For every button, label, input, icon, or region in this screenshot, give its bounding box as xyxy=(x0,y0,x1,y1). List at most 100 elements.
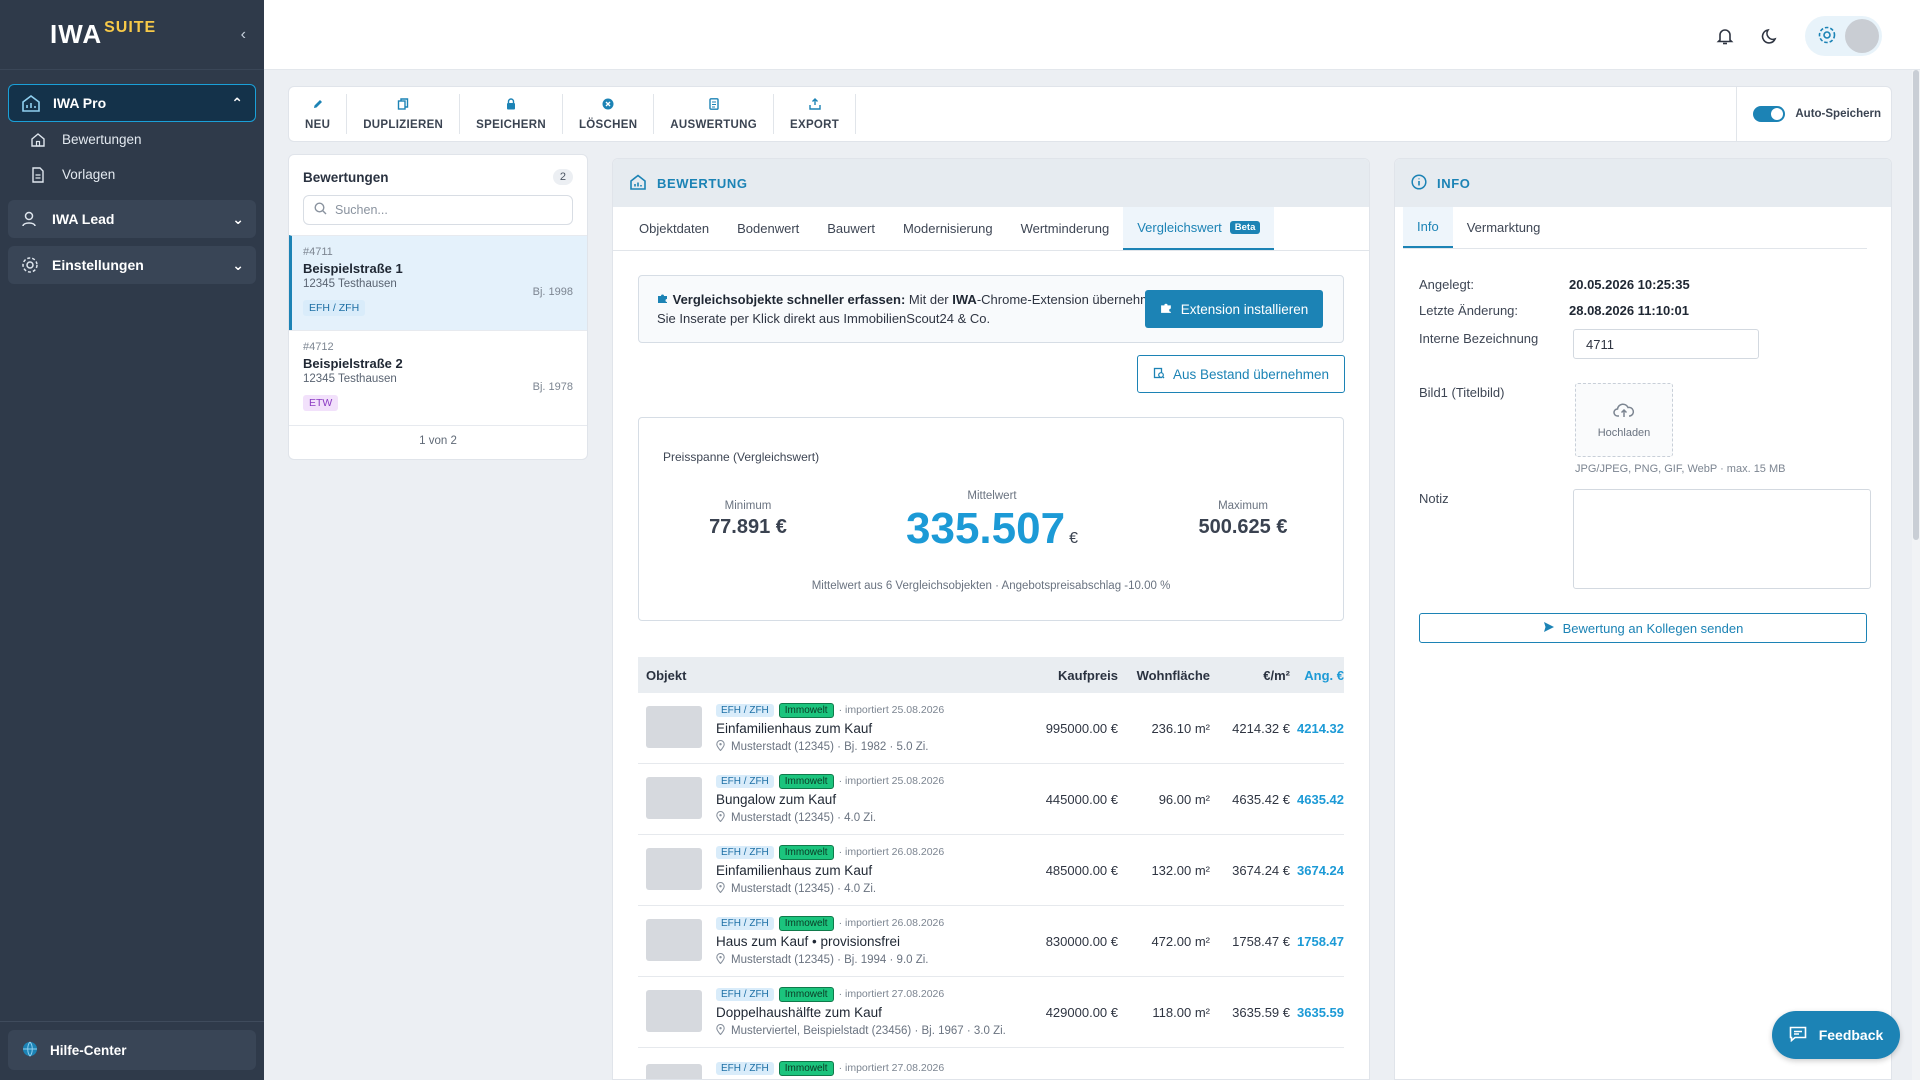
internal-name-label: Interne Bezeichnung xyxy=(1419,331,1539,346)
info-icon xyxy=(1411,173,1427,193)
app-logo[interactable]: IWA SUITE xyxy=(50,19,157,49)
source-tag: Immowelt xyxy=(778,844,834,860)
object-cell: EFH / ZFH Immowelt · importiert 25.08.2026… xyxy=(638,702,1018,754)
upload-hint: JPG/JPEG, PNG, GIF, WebP · max. 15 MB xyxy=(1575,463,1786,475)
type-tag: EFH / ZFH xyxy=(716,987,774,1001)
home-icon xyxy=(28,130,48,150)
object-meta: EFH / ZFH Immowelt · importiert 27.08.2026 xyxy=(716,986,1006,1002)
page-scrollbar[interactable] xyxy=(1912,70,1920,1080)
map-pin-icon xyxy=(716,952,725,967)
map-pin-icon xyxy=(716,881,725,896)
price-per-sqm-cell: 3674.24 € xyxy=(1232,862,1290,878)
adjusted-value-cell: 4214.32 xyxy=(1297,720,1344,736)
delete-button[interactable]: LÖSCHEN xyxy=(563,94,655,134)
object-title[interactable]: Einfamilienhaus zum Kauf xyxy=(716,862,873,878)
install-extension-button[interactable]: Extension installieren xyxy=(1145,290,1323,328)
send-to-colleague-button[interactable]: Bewertung an Kollegen senden xyxy=(1419,613,1867,643)
nav-group-iwa-pro[interactable]: IWA Pro ⌃ xyxy=(8,84,256,122)
autosave-control: Auto-Speichern xyxy=(1736,87,1891,141)
type-tag: EFH / ZFH xyxy=(716,1061,774,1075)
sidebar-item-label: Bewertungen xyxy=(62,132,142,147)
tab-bodenwert[interactable]: Bodenwert xyxy=(737,221,800,236)
info-tabs: Info Vermarktung xyxy=(1403,207,1867,249)
table-row[interactable]: EFH / ZFH Immowelt · importiert 27.08.2026… xyxy=(638,977,1344,1048)
action-toolbar: NEU DUPLIZIEREN SPEICHERN LÖSCHEN AUSWER… xyxy=(288,86,1892,142)
tab-modernisierung[interactable]: Modernisierung xyxy=(902,221,993,236)
nav-group-einstellungen[interactable]: Einstellungen ⌄ xyxy=(8,246,256,284)
collapse-sidebar-icon[interactable]: ‹ xyxy=(240,25,246,43)
delete-icon xyxy=(602,98,614,113)
object-title[interactable]: Doppelhaushälfte zum Kauf xyxy=(716,1004,882,1020)
tab-vergleichswert[interactable]: Vergleichswert Beta xyxy=(1123,207,1275,250)
object-location: Musterstadt (12345) · Bj. 1982 · 5.0 Zi. xyxy=(716,739,944,754)
created-label: Angelegt: xyxy=(1419,277,1474,292)
settings-gear-icon[interactable] xyxy=(1817,25,1837,48)
valuations-list-panel: Bewertungen 2 Suchen... #4711 Beispielst… xyxy=(288,154,588,460)
nav-group-iwa-lead[interactable]: IWA Lead ⌄ xyxy=(8,200,256,238)
valuation-panel-header: BEWERTUNG xyxy=(613,159,1369,207)
extension-banner-text: Vergleichsobjekte schneller erfassen: Mi… xyxy=(657,292,1166,326)
chevron-down-icon: ⌄ xyxy=(232,210,244,227)
info-panel-header: INFO xyxy=(1395,159,1891,207)
tab-wertminderung[interactable]: Wertminderung xyxy=(1020,221,1110,236)
help-center-button[interactable]: Hilfe-Center xyxy=(8,1030,256,1070)
autosave-label: Auto-Speichern xyxy=(1795,108,1881,120)
item-title: Beispielstraße 1 xyxy=(303,261,403,276)
beta-badge: Beta xyxy=(1229,221,1261,234)
map-pin-icon xyxy=(716,739,725,754)
search-input[interactable]: Suchen... xyxy=(303,195,573,225)
price-average: Mittelwert 335.507 € xyxy=(906,490,1078,553)
avatar[interactable] xyxy=(1845,19,1879,53)
export-button[interactable]: EXPORT xyxy=(774,94,857,134)
profile-menu[interactable] xyxy=(1805,16,1882,56)
tab-objektdaten[interactable]: Objektdaten xyxy=(639,221,710,236)
moon-icon[interactable] xyxy=(1759,24,1783,48)
list-item[interactable]: #4711 Beispielstraße 1 12345 Testhausen … xyxy=(289,235,587,330)
count-badge: 2 xyxy=(552,169,573,185)
import-date: · importiert 26.08.2026 xyxy=(838,917,945,929)
note-textarea[interactable] xyxy=(1573,489,1871,589)
item-city: 12345 Testhausen xyxy=(303,373,397,385)
table-row[interactable]: EFH / ZFH Immowelt · importiert 26.08.2026… xyxy=(638,835,1344,906)
comparables-table: Objekt Kaufpreis Wohnfläche €/m² Ang. € … xyxy=(638,657,1344,1079)
duplicate-button[interactable]: DUPLIZIEREN xyxy=(347,94,461,134)
sidebar-divider xyxy=(0,1021,264,1022)
area-cell: 96.00 m² xyxy=(1158,791,1210,807)
extension-banner: Vergleichsobjekte schneller erfassen: Mi… xyxy=(638,275,1344,343)
object-title[interactable]: Bungalow zum Kauf xyxy=(716,791,837,807)
object-location: Musterstadt (12345) · Bj. 1994 · 9.0 Zi. xyxy=(716,952,944,967)
table-row[interactable]: EFH / ZFH Immowelt · importiert 26.08.2026… xyxy=(638,906,1344,977)
object-title[interactable]: Einfamilienhaus zum Kauf xyxy=(716,720,873,736)
tab-info[interactable]: Info xyxy=(1403,207,1453,248)
list-item[interactable]: #4712 Beispielstraße 2 12345 Testhausen … xyxy=(289,330,587,425)
table-row[interactable]: EFH / ZFH Immowelt · importiert 27.08.2026 xyxy=(638,1048,1344,1079)
object-title[interactable]: Haus zum Kauf • provisionsfrei xyxy=(716,933,901,949)
from-stock-button[interactable]: Aus Bestand übernehmen xyxy=(1137,355,1345,393)
tab-vermarktung[interactable]: Vermarktung xyxy=(1466,220,1541,235)
sidebar-item-bewertungen[interactable]: Bewertungen xyxy=(8,122,256,157)
scrollbar-thumb[interactable] xyxy=(1913,70,1919,540)
import-date: · importiert 27.08.2026 xyxy=(838,988,945,1000)
new-button[interactable]: NEU xyxy=(289,94,348,134)
autosave-toggle[interactable] xyxy=(1753,106,1786,122)
object-meta: EFH / ZFH Immowelt · importiert 26.08.2026 xyxy=(716,915,945,931)
nav-group-label: IWA Pro xyxy=(53,95,107,111)
copy-icon xyxy=(397,97,409,113)
bell-icon[interactable] xyxy=(1713,24,1737,48)
table-row[interactable]: EFH / ZFH Immowelt · importiert 25.08.2026… xyxy=(638,693,1344,764)
internal-name-input[interactable]: 4711 xyxy=(1573,329,1759,359)
feedback-button[interactable]: Feedback xyxy=(1772,1011,1900,1059)
object-thumbnail xyxy=(646,1063,702,1079)
cloud-upload-icon xyxy=(1613,402,1635,421)
tab-bauwert[interactable]: Bauwert xyxy=(827,221,875,236)
price-maximum: Maximum 500.625 € xyxy=(1198,500,1288,538)
chat-icon xyxy=(1789,1026,1807,1045)
save-button[interactable]: SPEICHERN xyxy=(460,94,563,134)
image-upload[interactable]: Hochladen xyxy=(1575,383,1673,457)
evaluation-button[interactable]: AUSWERTUNG xyxy=(654,94,774,134)
item-tag: EFH / ZFH xyxy=(303,300,366,316)
sidebar-item-vorlagen[interactable]: Vorlagen xyxy=(8,157,256,192)
table-row[interactable]: EFH / ZFH Immowelt · importiert 25.08.2026… xyxy=(638,764,1344,835)
lock-icon xyxy=(505,97,517,113)
object-thumbnail xyxy=(646,918,702,961)
